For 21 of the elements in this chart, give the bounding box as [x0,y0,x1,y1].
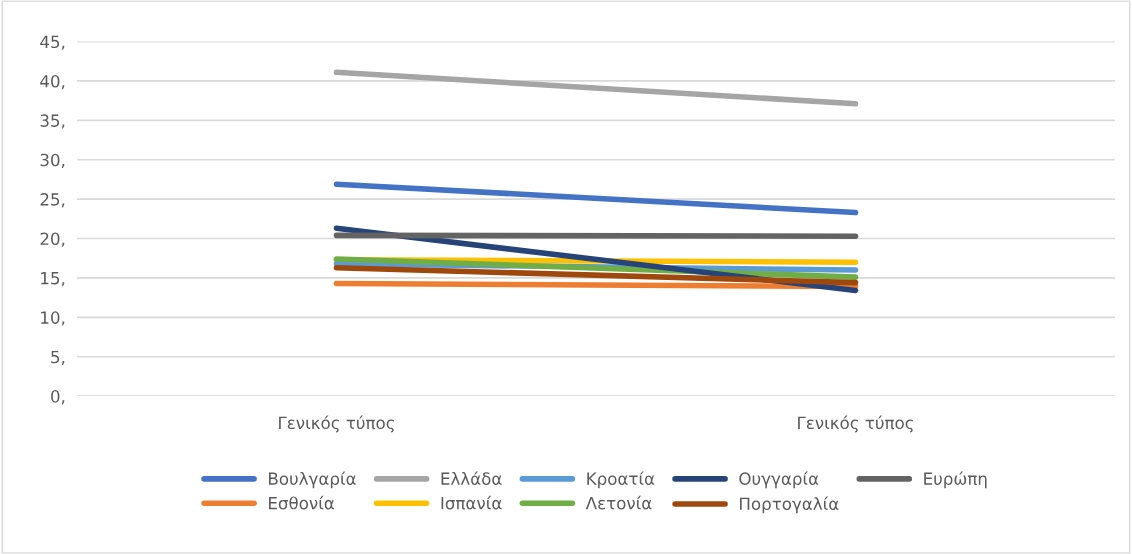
legend-label: Πορτογαλία [740,496,839,514]
legend-label: Ευρώπη [924,471,987,489]
y-tick-label: 0, [51,390,65,405]
x-tick-label: Γενικός τύπος [798,415,913,433]
x-tick-label: Γενικός τύπος [279,415,394,433]
legend-label: Βουλγαρία [269,471,356,489]
legend-label: Ισπανία [441,495,502,510]
y-tick-label: 30, [40,153,65,169]
legend-label: Ελλάδα [441,471,502,485]
y-tick-label: 35, [40,114,65,129]
legend-label: Κροατία [587,471,655,489]
legend-label: Ουγγαρία [739,471,819,489]
y-tick-label: 5, [51,350,65,365]
y-tick-label: 25, [40,193,65,208]
y-tick-label: 15, [41,272,65,287]
y-tick-label: 10, [41,311,65,326]
y-tick-label: 20, [40,232,65,247]
legend-label: Εσθονία [269,495,335,510]
legend-label: Λετονία [585,495,652,510]
y-tick-label: 40, [40,74,65,90]
y-tick-label: 45, [40,35,65,50]
